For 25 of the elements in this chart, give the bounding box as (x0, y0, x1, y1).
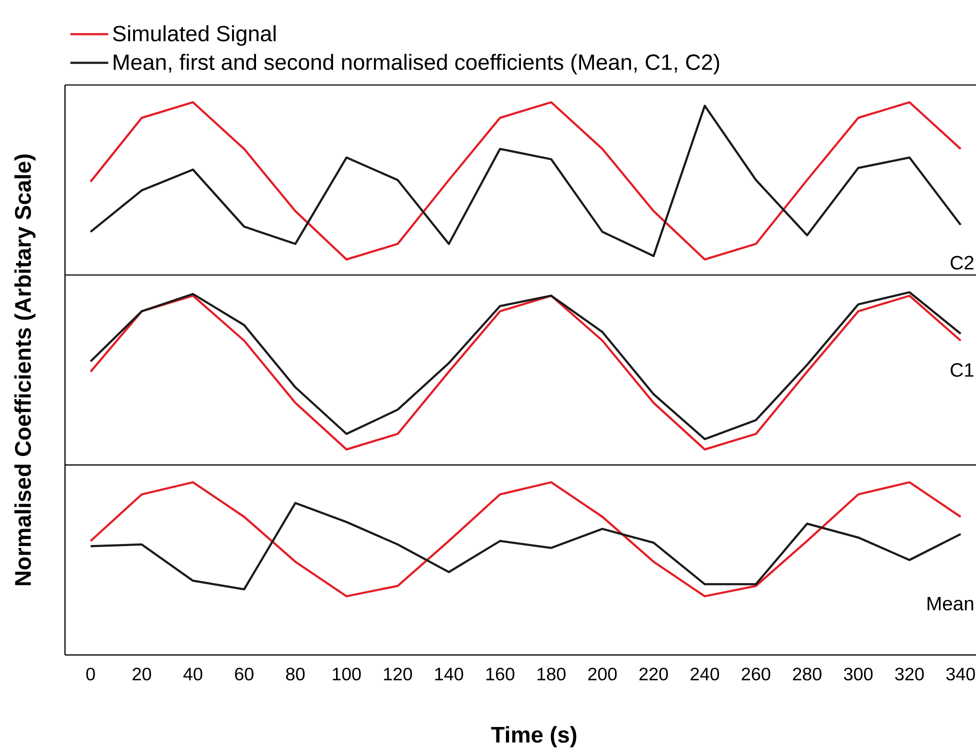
x-tick-label: 280 (792, 668, 822, 680)
x-tick-label: 200 (588, 668, 617, 680)
x-tick-label: 60 (235, 668, 254, 680)
x-tick-label: 20 (132, 668, 152, 680)
x-tick-label: 220 (639, 668, 668, 680)
x-tick-label: 300 (844, 668, 873, 680)
annotation: C2 (950, 256, 974, 270)
x-tick-label: 260 (742, 668, 770, 680)
annotation: C1 (950, 363, 974, 377)
x-tick-label: 140 (435, 668, 464, 680)
x-tick-label: 0 (86, 668, 95, 680)
y-axis-title: Normalised Coefficients (Arbitary Scale) (14, 154, 36, 586)
x-axis-title: Time (s) (491, 726, 576, 748)
x-tick-label: 40 (183, 668, 202, 680)
legend-label: Simulated Signal (113, 25, 276, 46)
x-tick-label: 80 (286, 668, 305, 680)
x-tick-label: 320 (895, 668, 924, 680)
x-tick-label: 120 (384, 668, 412, 680)
legend-label: Mean, first and second normalised coefficients (Mean, C1, C2) (114, 54, 720, 74)
x-tick-label: 340 (946, 668, 975, 680)
x-tick-label: 180 (538, 668, 566, 680)
annotation: Mean (928, 596, 974, 610)
x-tick-label: 240 (690, 668, 720, 680)
x-tick-label: 100 (332, 668, 361, 680)
x-tick-label: 160 (486, 668, 514, 680)
